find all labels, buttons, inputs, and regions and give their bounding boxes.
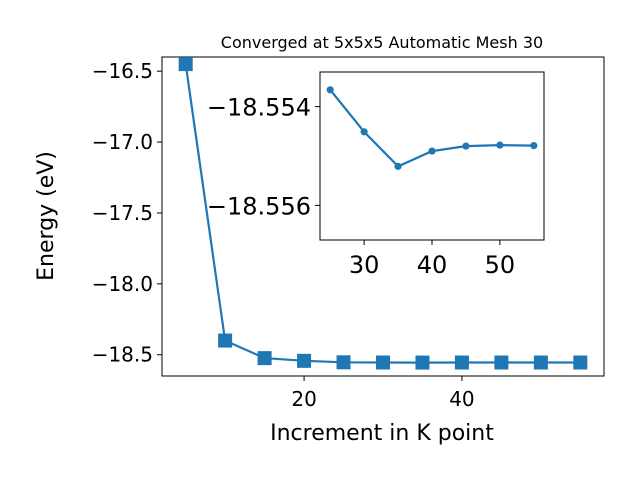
inset-x-tick-label: 40 [417, 251, 448, 279]
inset-plot: 30 40 50 −18.556 −18.554 [207, 71, 545, 279]
inset-y-ticks: −18.556 −18.554 [207, 94, 320, 220]
main-y-tick-label: −17.5 [92, 201, 153, 225]
inset-data-point [530, 142, 538, 150]
y-axis-title: Energy (eV) [34, 151, 59, 281]
inset-x-tick-label: 50 [485, 251, 516, 279]
main-y-tick-label: −17.0 [92, 130, 153, 154]
main-x-tick-label: 40 [449, 387, 474, 411]
inset-data-point [394, 162, 402, 170]
inset-data-point [496, 141, 504, 149]
main-y-tick-label: −16.5 [92, 59, 153, 83]
main-y-tick-label: −18.5 [92, 343, 153, 367]
main-data-point [376, 355, 390, 370]
main-data-point [336, 355, 351, 370]
main-data-point [257, 351, 272, 366]
main-data-point [178, 57, 193, 72]
main-data-point [297, 353, 312, 368]
main-plot: 20 40 −16.5−17.0−17.5−18.0−18.5 [92, 56, 605, 411]
main-data-point [573, 355, 588, 370]
inset-y-tick-label: −18.556 [207, 192, 311, 220]
inset-x-tick-label: 30 [349, 251, 380, 279]
x-axis-title: Increment in K point [270, 421, 494, 446]
inset-data-point [428, 147, 436, 155]
main-data-point [415, 355, 430, 370]
inset-data-point [462, 142, 470, 150]
inset-y-tick-label: −18.554 [207, 94, 311, 122]
inset-data-point [360, 128, 368, 136]
inset-data-layer [326, 86, 538, 170]
inset-x-ticks: 30 40 50 [349, 240, 515, 279]
main-plot-frame [161, 56, 605, 377]
main-data-point [218, 333, 233, 348]
main-y-tick-label: −18.0 [92, 272, 153, 296]
inset-data-point [326, 86, 334, 94]
main-data-layer [178, 57, 588, 370]
main-data-point [454, 355, 469, 370]
main-x-tick-label: 20 [291, 387, 316, 411]
inset-background [320, 72, 544, 240]
main-data-point [533, 355, 548, 370]
main-y-ticks: −16.5 −17.0 −17.5 −18.0 −18.5 [92, 59, 162, 367]
main-x-ticks: 20 40 [291, 376, 475, 411]
chart-title: Converged at 5x5x5 Automatic Mesh 30 [221, 33, 543, 52]
main-data-point [494, 355, 509, 370]
